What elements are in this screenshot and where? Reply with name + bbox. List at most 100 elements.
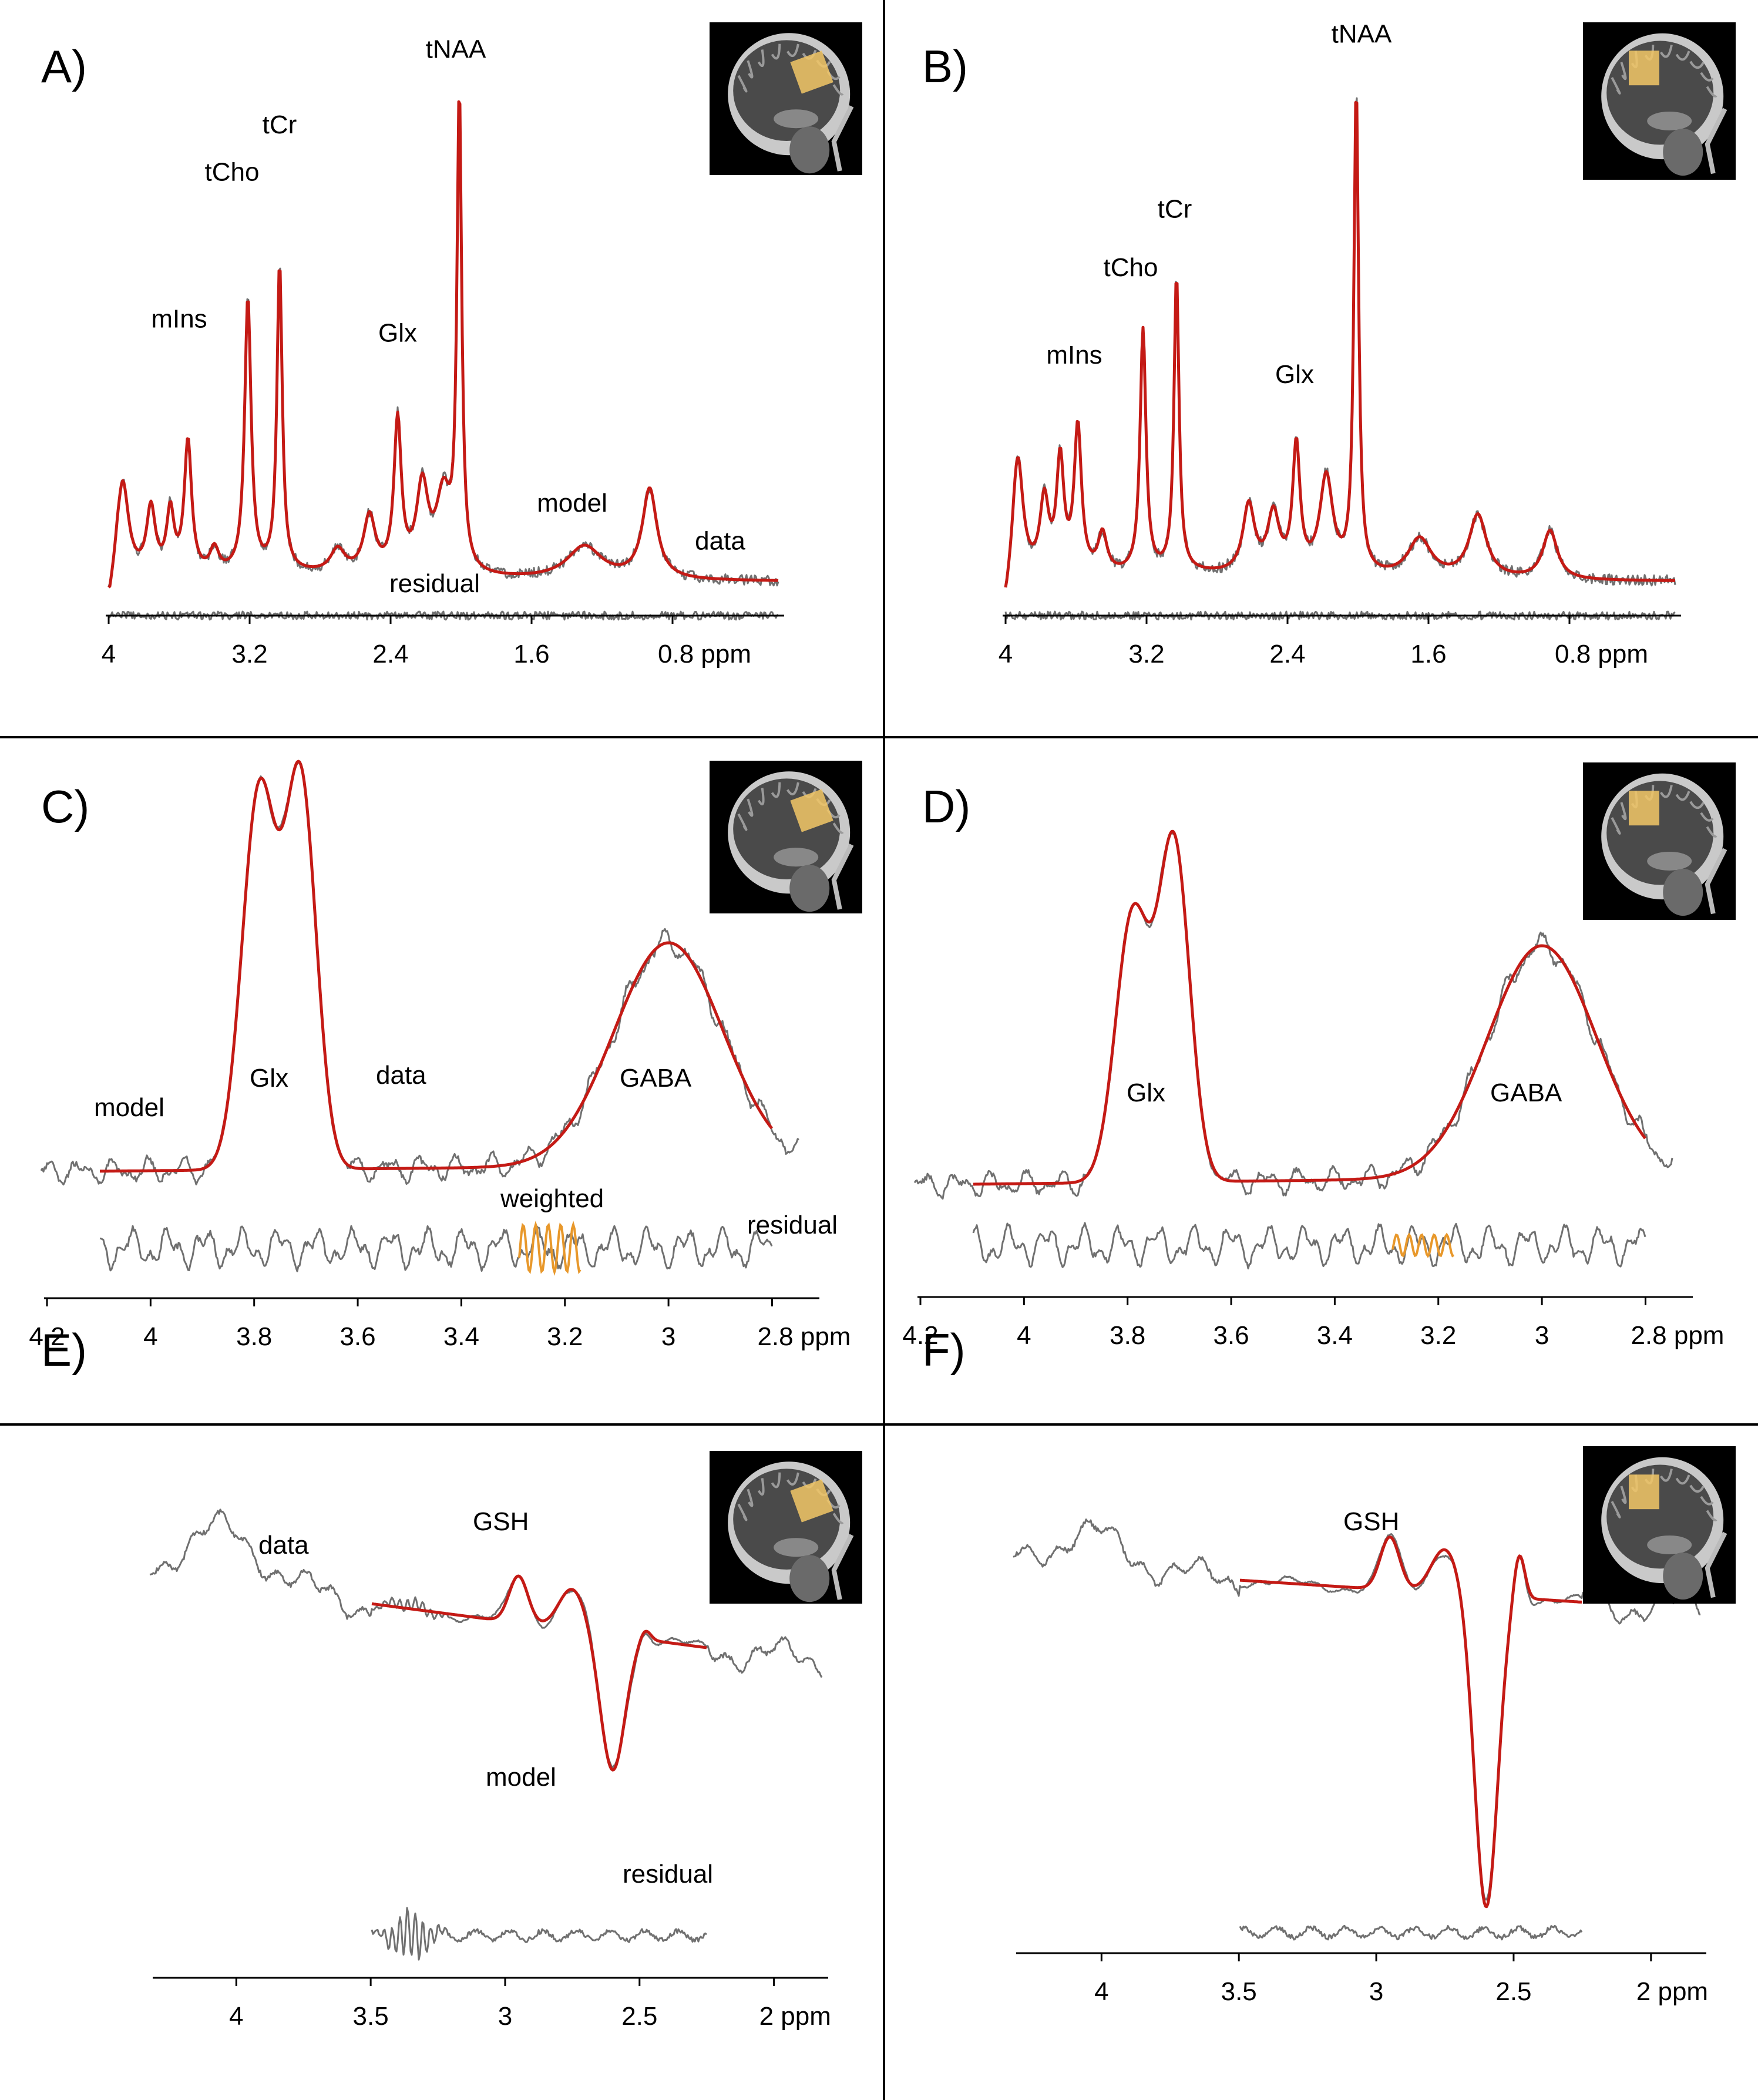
brain-fold	[737, 75, 748, 93]
x-tick-label: 2 ppm	[759, 2002, 831, 2031]
cerebellum	[1663, 128, 1703, 176]
peak-label-tcho: tCho	[205, 158, 260, 187]
mri-inset-c	[710, 761, 862, 913]
x-axis-c: 4.2 4 3.8 3.6 3.4 3.2 3 2.8 ppm	[29, 1297, 851, 1351]
face-profile	[831, 1534, 854, 1600]
panel-label-a: A)	[41, 41, 87, 92]
x-tick-label: 3	[498, 2002, 512, 2031]
brain-fold	[737, 1503, 748, 1521]
residual-trace	[371, 1907, 708, 1961]
panel-label-b: B)	[922, 41, 968, 92]
x-tick-label: 3.2	[1420, 1321, 1456, 1350]
mri-inset-a	[710, 22, 862, 175]
brain-fold	[832, 822, 844, 834]
x-tick-label: 4	[229, 2002, 243, 2031]
cerebellum	[789, 1555, 830, 1602]
brain-fold	[757, 1478, 765, 1496]
peak-label-gaba: GABA	[1490, 1078, 1562, 1107]
voxel-marker	[790, 1479, 833, 1523]
peak-label-glx: Glx	[1275, 360, 1314, 389]
brain-fold	[1689, 61, 1705, 69]
corpus-callosum	[774, 109, 819, 129]
corpus-callosum	[774, 848, 819, 867]
x-tick-label: 0.8 ppm	[658, 640, 751, 668]
brain-fold	[1611, 817, 1621, 835]
face-profile	[831, 844, 854, 910]
residual-trace	[108, 610, 779, 621]
face-profile	[1705, 107, 1727, 174]
brain-fold	[1689, 1484, 1705, 1493]
peak-label-tcr: tCr	[263, 110, 297, 139]
x-tick-label: 2.5	[621, 2002, 657, 2031]
brain-fold	[1611, 77, 1621, 95]
peak-label-model: model	[537, 489, 607, 518]
brain-fold	[832, 84, 844, 96]
brain-fold	[1660, 785, 1673, 798]
x-tick-label: 4.2	[902, 1321, 938, 1350]
brain-fold	[1620, 802, 1627, 821]
brain-fold	[771, 782, 781, 798]
x-axis-d: 4.2 4 3.8 3.6 3.4 3.2 3 2.8 ppm	[902, 1296, 1724, 1350]
brain-fold	[1620, 1486, 1627, 1504]
corpus-callosum	[1647, 1535, 1692, 1554]
x-tick-label: 3.2	[1128, 640, 1164, 668]
panel-label-e: E)	[41, 1324, 87, 1376]
x-tick-label: 4	[1017, 1321, 1031, 1350]
x-tick-label: 3.8	[1110, 1321, 1145, 1350]
residual-trace	[972, 1222, 1646, 1269]
peak-label-model: model	[486, 1763, 556, 1792]
x-tick-label: 3	[661, 1322, 675, 1351]
brain-fold	[1706, 826, 1717, 838]
peak-label-model: model	[94, 1093, 164, 1122]
brain-fold	[747, 798, 754, 817]
x-tick-label: 0.8 ppm	[1555, 640, 1648, 668]
brain-fold	[771, 1472, 781, 1489]
cerebellum	[789, 126, 830, 174]
x-tick-label: 3.4	[443, 1322, 479, 1351]
model-trace	[973, 829, 1647, 1186]
x-tick-label: 3	[1535, 1321, 1549, 1350]
panel-label-f: F)	[922, 1324, 966, 1376]
model-trace	[107, 100, 779, 589]
peak-label-weighted: weighted	[500, 1184, 604, 1213]
peak-label-gaba: GABA	[620, 1064, 692, 1093]
x-tick-label: 4.2	[29, 1322, 65, 1351]
peak-label-mins: mIns	[151, 304, 207, 333]
weighted-residual	[1391, 1232, 1455, 1258]
mri-inset-b	[1583, 22, 1736, 180]
x-tick-label: 3	[1369, 1977, 1383, 2006]
brain-fold	[786, 1472, 799, 1486]
brain-fold	[1689, 801, 1705, 809]
panel-d: Glx GABA	[913, 829, 1673, 1269]
peak-label-glx: Glx	[1127, 1078, 1165, 1107]
x-tick-label: 3.8	[236, 1322, 272, 1351]
peak-label-data: data	[258, 1531, 309, 1560]
voxel-marker	[1629, 51, 1659, 86]
data-trace	[107, 100, 779, 587]
x-tick-label: 2.8 ppm	[757, 1322, 851, 1351]
peak-label-glx: Glx	[250, 1064, 288, 1093]
brain-fold	[1706, 86, 1717, 98]
voxel-marker	[1629, 791, 1659, 826]
x-tick-label: 3.5	[353, 2002, 389, 2031]
model-trace	[371, 1574, 707, 1772]
panel-label-d: D)	[922, 781, 970, 832]
data-trace	[913, 832, 1673, 1200]
model-trace	[1004, 101, 1676, 588]
x-tick-label: 2.8 ppm	[1631, 1321, 1724, 1350]
brain-fold	[747, 60, 754, 79]
panel-label-c: C)	[41, 781, 89, 832]
x-tick-label: 2 ppm	[1636, 1977, 1708, 2006]
peak-label-residual: residual	[747, 1211, 838, 1239]
x-tick-label: 3.5	[1221, 1977, 1257, 2006]
peak-label-tcho: tCho	[1104, 253, 1158, 282]
corpus-callosum	[774, 1538, 819, 1557]
cerebellum	[1663, 868, 1703, 916]
x-tick-label: 4	[143, 1322, 157, 1351]
data-trace	[40, 761, 799, 1186]
brain-fold	[1700, 812, 1714, 822]
peak-label-tnaa: tNAA	[1332, 20, 1392, 49]
peak-label-mins: mIns	[1046, 341, 1102, 369]
x-tick-label: 2.4	[1269, 640, 1305, 668]
